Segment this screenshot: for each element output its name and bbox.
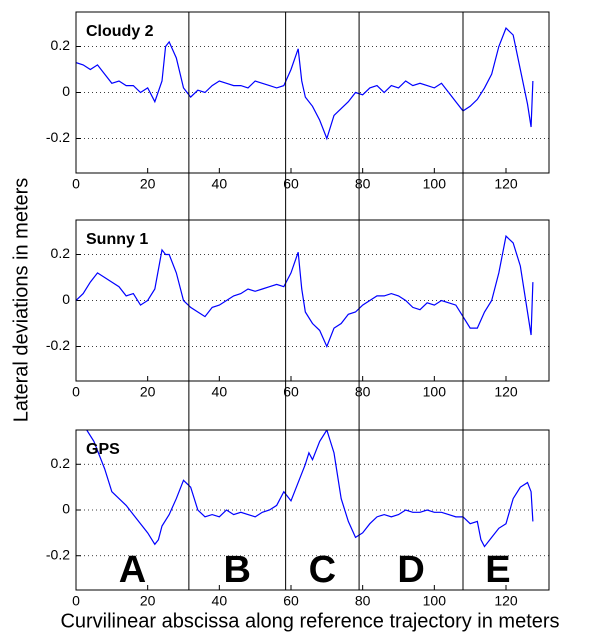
- x-tick-label: 20: [140, 593, 156, 609]
- subplot-title: Cloudy 2: [86, 23, 154, 40]
- x-tick-label: 40: [212, 176, 228, 192]
- y-tick-label: 0.2: [51, 455, 71, 471]
- y-tick-label: -0.2: [46, 129, 70, 145]
- x-tick-label: 100: [423, 384, 447, 400]
- y-tick-label: 0: [62, 501, 70, 517]
- subplot-title: GPS: [86, 441, 120, 458]
- y-tick-label: 0: [62, 83, 70, 99]
- region-label: B: [224, 549, 251, 591]
- x-tick-label: 100: [423, 593, 447, 609]
- y-tick-label: -0.2: [46, 337, 70, 353]
- x-tick-label: 80: [355, 176, 371, 192]
- x-tick-label: 0: [72, 176, 80, 192]
- x-tick-label: 120: [494, 593, 518, 609]
- plot-frame: [75, 429, 550, 591]
- y-tick-label: 0: [62, 291, 70, 307]
- region-label: D: [397, 549, 424, 591]
- region-label: C: [309, 549, 336, 591]
- x-tick-label: 80: [355, 384, 371, 400]
- subplot: -0.2 0 0.2 0 20 40 60 80 100 120 Cloudy 2: [46, 11, 550, 192]
- data-line: [86, 430, 534, 548]
- x-tick-label: 60: [283, 593, 299, 609]
- plot-frame: [75, 11, 550, 174]
- x-tick-label: 80: [355, 593, 371, 609]
- x-tick-label: 120: [494, 176, 518, 192]
- x-tick-label: 120: [494, 384, 518, 400]
- x-tick-label: 100: [423, 176, 447, 192]
- subplot: -0.2 0 0.2 0 20 40 60 80 100 120 Sunny 1: [46, 219, 550, 400]
- plot-frame: [75, 219, 550, 382]
- x-axis-label: Curvilinear abscissa along reference tra…: [60, 610, 559, 632]
- subplot-title: Sunny 1: [86, 231, 148, 248]
- x-tick-label: 0: [72, 593, 80, 609]
- x-tick-label: 40: [212, 384, 228, 400]
- y-tick-label: -0.2: [46, 546, 70, 562]
- x-tick-label: 20: [140, 176, 156, 192]
- subplot: -0.2 0 0.2 0 20 40 60 80 100 120 GPS: [46, 429, 550, 609]
- x-tick-label: 20: [140, 384, 156, 400]
- x-tick-label: 40: [212, 593, 228, 609]
- x-tick-label: 0: [72, 384, 80, 400]
- data-line: [76, 27, 534, 141]
- x-tick-label: 60: [283, 176, 299, 192]
- data-line: [76, 234, 534, 349]
- x-tick-label: 60: [283, 384, 299, 400]
- y-axis-label: Lateral deviations in meters: [10, 178, 32, 423]
- region-label: A: [119, 549, 146, 591]
- y-tick-label: 0.2: [51, 245, 71, 261]
- region-label: E: [485, 549, 510, 591]
- y-tick-label: 0.2: [51, 37, 71, 53]
